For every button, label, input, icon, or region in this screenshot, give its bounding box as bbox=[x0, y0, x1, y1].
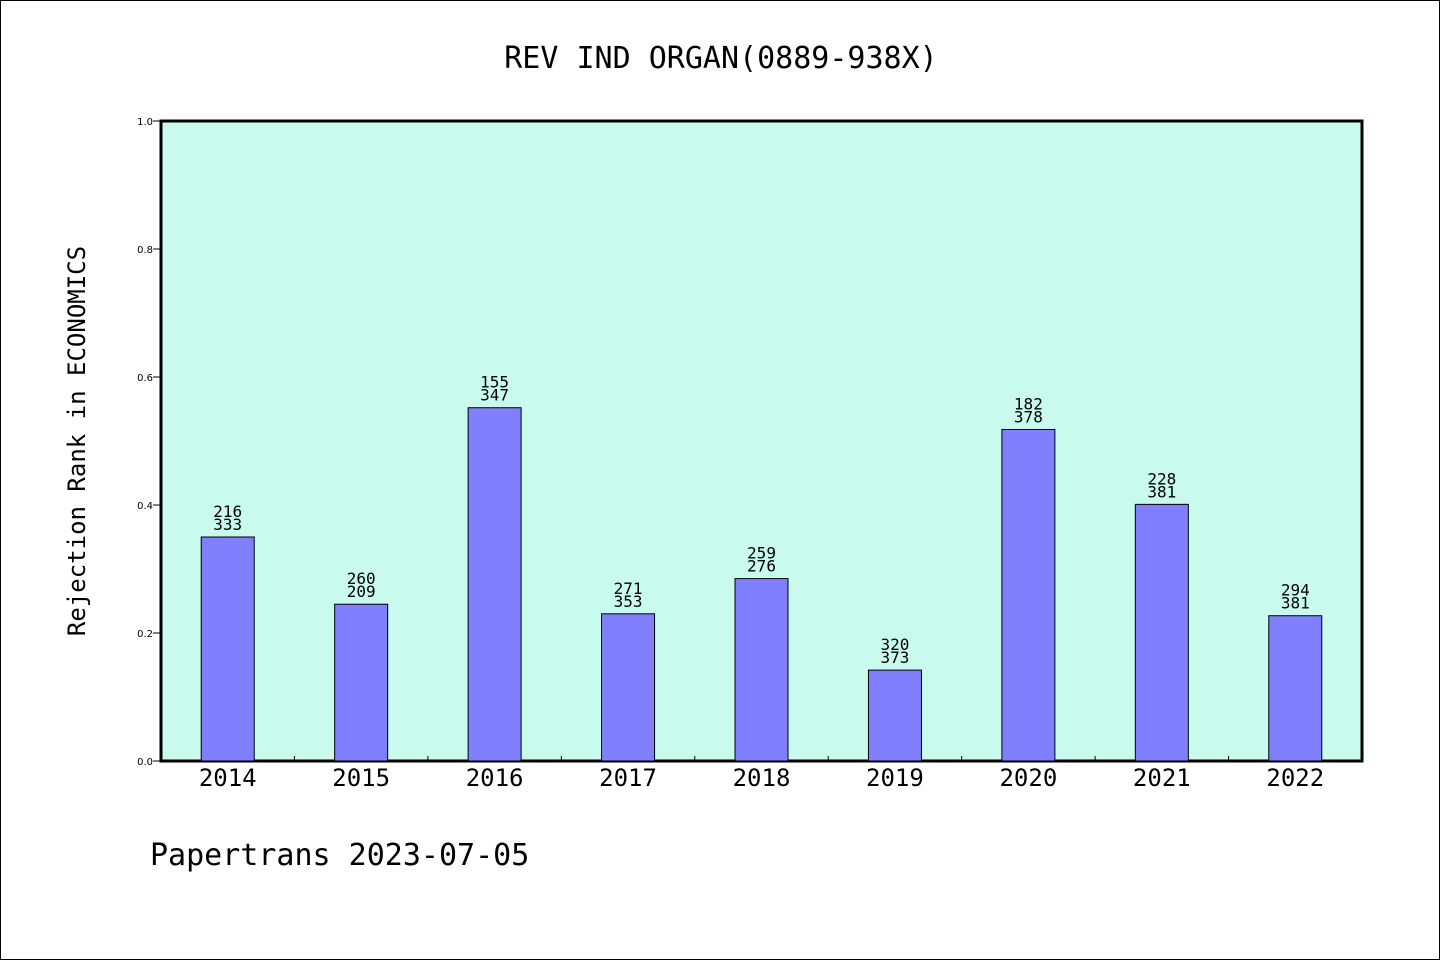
x-tick-label: 2014 bbox=[199, 764, 257, 792]
bar-label-top: 259 bbox=[747, 544, 776, 563]
bar-label-top: 216 bbox=[213, 502, 242, 521]
bar-series: 2163332602091553472713532592763203731823… bbox=[200, 373, 1323, 762]
bar-label-bottom: 373 bbox=[880, 648, 909, 667]
bar bbox=[601, 613, 656, 762]
y-tick-label: 0.6 bbox=[137, 373, 153, 384]
y-tick-label: 0.8 bbox=[137, 245, 153, 256]
bar-label-bottom: 381 bbox=[1147, 482, 1176, 501]
bar bbox=[334, 603, 389, 762]
y-tick-label: 0.4 bbox=[137, 501, 153, 512]
x-tick-label: 2017 bbox=[599, 764, 657, 792]
bar bbox=[867, 669, 922, 762]
bar-label-top: 155 bbox=[480, 373, 509, 392]
x-tick-label: 2016 bbox=[466, 764, 524, 792]
bar-label-bottom: 353 bbox=[614, 592, 643, 611]
bar bbox=[1134, 503, 1189, 762]
bar bbox=[1268, 615, 1323, 762]
y-tick-label: 0.0 bbox=[137, 757, 153, 768]
footer-credit: Papertrans 2023-07-05 bbox=[150, 838, 529, 873]
bar-label-bottom: 347 bbox=[480, 386, 509, 405]
bar bbox=[1001, 428, 1056, 762]
bar bbox=[200, 536, 255, 762]
bar-label-top: 320 bbox=[880, 635, 909, 654]
x-tick-label: 2022 bbox=[1266, 764, 1324, 792]
bar bbox=[734, 578, 789, 762]
y-axis-ticks: 0.0 0.2 0.4 0.6 0.8 1.0 bbox=[137, 117, 161, 768]
x-tick-label: 2015 bbox=[332, 764, 390, 792]
bar-label-top: 182 bbox=[1014, 394, 1043, 413]
chart-title: REV IND ORGAN(0889-938X) bbox=[504, 41, 937, 76]
bar-label-bottom: 381 bbox=[1281, 594, 1310, 613]
bar-label-top: 271 bbox=[614, 579, 643, 598]
bar-label-top: 260 bbox=[347, 569, 376, 588]
bar-label-top: 228 bbox=[1147, 469, 1176, 488]
x-tick-label: 2020 bbox=[999, 764, 1057, 792]
x-tick-label: 2018 bbox=[733, 764, 791, 792]
y-tick-label: 1.0 bbox=[137, 117, 153, 128]
y-axis-label: Rejection Rank in ECONOMICS bbox=[63, 246, 91, 636]
x-tick-label: 2021 bbox=[1133, 764, 1191, 792]
bar bbox=[467, 407, 522, 762]
x-axis-ticks: 2014 2015 2016 2017 2018 2019 2020 2021 2022 bbox=[199, 756, 1324, 792]
bar-label-bottom: 378 bbox=[1014, 407, 1043, 426]
bar-label-bottom: 209 bbox=[347, 582, 376, 601]
bar-label-top: 294 bbox=[1281, 581, 1310, 600]
y-tick-label: 0.2 bbox=[137, 629, 153, 640]
x-tick-label: 2019 bbox=[866, 764, 924, 792]
bar-label-bottom: 333 bbox=[213, 515, 242, 534]
bar-label-bottom: 276 bbox=[747, 557, 776, 576]
